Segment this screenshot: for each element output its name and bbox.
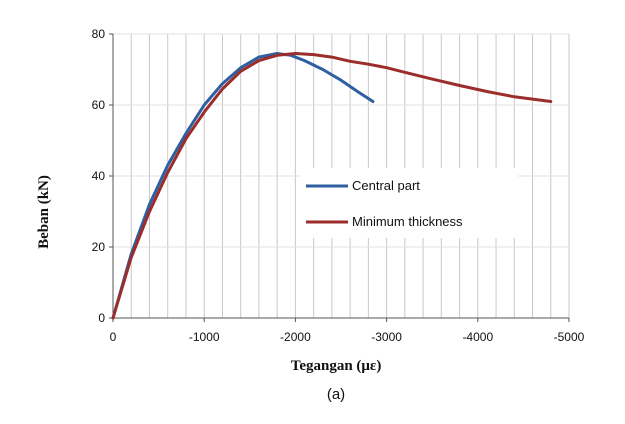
x-tick-label: -5000 bbox=[554, 330, 585, 344]
figure-caption: (a) bbox=[327, 386, 345, 403]
x-tick-label: -3000 bbox=[371, 330, 402, 344]
legend-label-central-part: Central part bbox=[352, 178, 420, 193]
series-line-central-part bbox=[111, 52, 375, 320]
legend-box bbox=[300, 168, 518, 238]
x-tick-label: -4000 bbox=[462, 330, 493, 344]
series-line-minimum-thickness bbox=[111, 52, 553, 320]
y-tick-label: 20 bbox=[92, 240, 106, 254]
x-axis-title: Tegangan (με) bbox=[291, 358, 382, 374]
y-tick-label: 60 bbox=[92, 98, 106, 112]
x-tick-label: -1000 bbox=[189, 330, 220, 344]
series-lines bbox=[111, 52, 553, 320]
axes bbox=[109, 33, 570, 322]
y-tick-label: 80 bbox=[92, 27, 106, 41]
tick-labels: 0 -1000 -2000 -3000 -4000 -5000 0 20 40 60 80 bbox=[92, 27, 585, 344]
y-tick-label: 0 bbox=[98, 311, 105, 325]
x-tick-label: 0 bbox=[110, 330, 117, 344]
x-tick-label: -2000 bbox=[280, 330, 311, 344]
y-tick-label: 40 bbox=[92, 169, 106, 183]
legend: Central part Minimum thickness bbox=[300, 168, 518, 238]
legend-label-minimum-thickness: Minimum thickness bbox=[352, 214, 463, 229]
y-axis-title: Beban (kN) bbox=[36, 175, 52, 249]
